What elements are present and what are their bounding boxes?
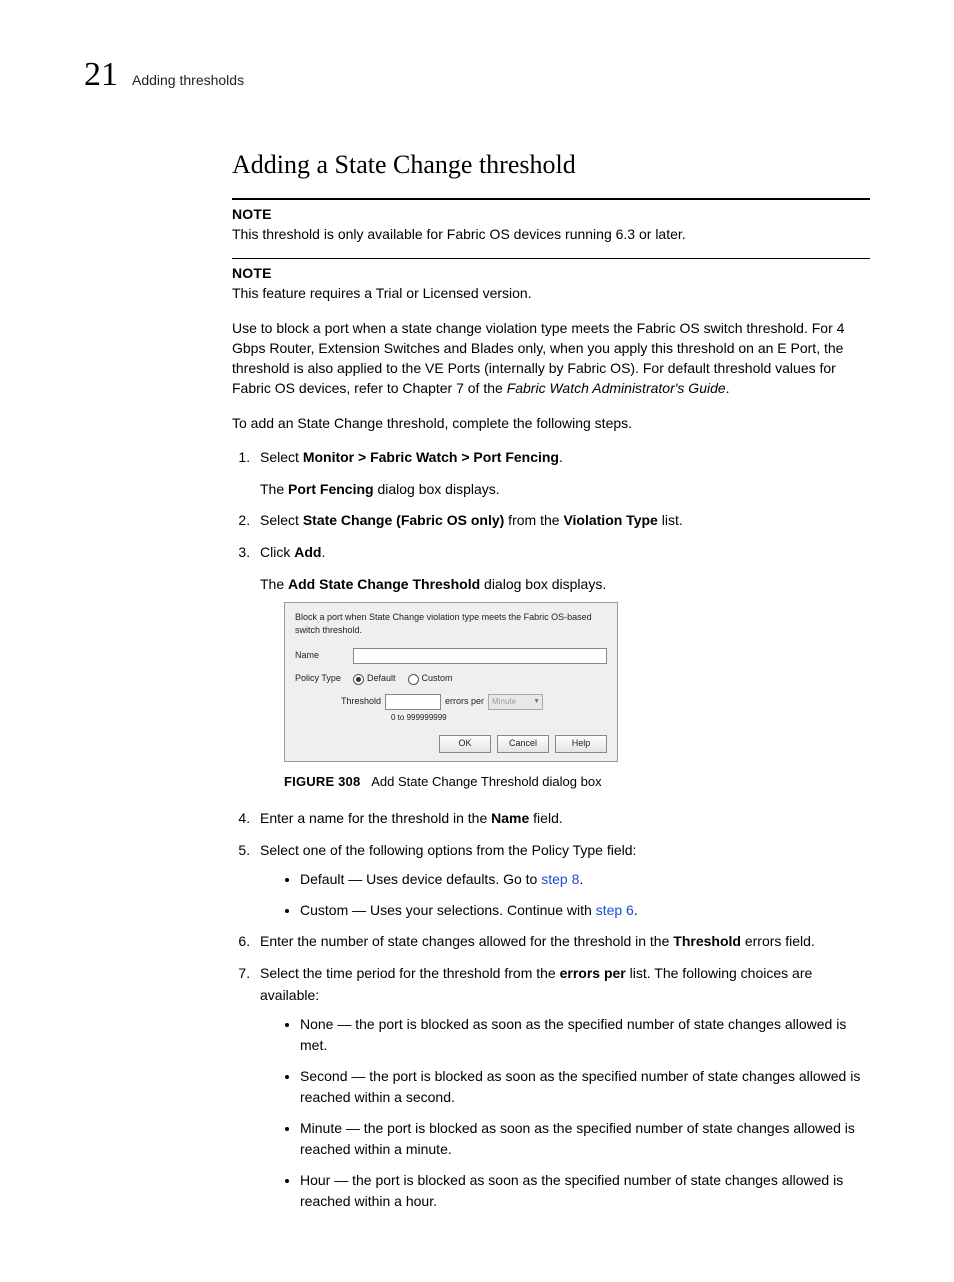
radio-off-icon [408,674,419,685]
policy-custom-radio[interactable]: Custom [408,672,453,686]
help-button[interactable]: Help [555,735,607,753]
steps-list: Select Monitor > Fabric Watch > Port Fen… [232,447,870,1212]
list-item: Second — the port is blocked as soon as … [300,1066,870,1108]
threshold-label: Threshold [341,695,381,709]
note-label: NOTE [232,265,870,281]
step-link[interactable]: step 8 [541,871,579,887]
step-5-options: Default — Uses device defaults. Go to st… [260,869,870,921]
note-rule [232,258,870,259]
section-heading: Adding a State Change threshold [232,150,870,180]
step-2: Select State Change (Fabric OS only) fro… [254,510,870,532]
name-label: Name [295,649,353,663]
list-item: Hour — the port is blocked as soon as th… [300,1170,870,1212]
chapter-number: 21 [84,56,118,94]
figure-caption-text: Add State Change Threshold dialog box [371,774,601,789]
list-item: None — the port is blocked as soon as th… [300,1014,870,1056]
list-item: Minute — the port is blocked as soon as … [300,1118,870,1160]
threshold-range-hint: 0 to 999999999 [391,712,607,724]
step-1: Select Monitor > Fabric Watch > Port Fen… [254,447,870,500]
intro-reference-title: Fabric Watch Administrator's Guide [507,380,726,396]
step-6: Enter the number of state changes allowe… [254,931,870,953]
figure-caption: FIGURE 308 Add State Change Threshold di… [284,772,870,792]
figure-308: Block a port when State Change violation… [284,602,870,762]
errors-per-label: errors per [445,695,484,709]
step-7: Select the time period for the threshold… [254,963,870,1212]
running-header: 21 Adding thresholds [84,56,870,94]
intro-paragraph: Use to block a port when a state change … [232,318,870,399]
radio-on-icon [353,674,364,685]
figure-label: FIGURE 308 [284,774,360,789]
lead-in: To add an State Change threshold, comple… [232,413,870,433]
step-4: Enter a name for the threshold in the Na… [254,808,870,830]
add-state-change-threshold-dialog: Block a port when State Change violation… [284,602,618,762]
running-title: Adding thresholds [132,72,244,88]
policy-type-label: Policy Type [295,672,353,686]
step-7-options: None — the port is blocked as soon as th… [260,1014,870,1212]
threshold-input[interactable] [385,694,441,710]
note-rule [232,198,870,200]
list-item: Custom — Uses your selections. Continue … [300,900,870,921]
list-item: Default — Uses device defaults. Go to st… [300,869,870,890]
note-text: This threshold is only available for Fab… [232,224,870,244]
dialog-description: Block a port when State Change violation… [295,611,607,639]
ok-button[interactable]: OK [439,735,491,753]
note-label: NOTE [232,206,870,222]
policy-default-radio[interactable]: Default [353,672,396,686]
step-link[interactable]: step 6 [596,902,634,918]
note-text: This feature requires a Trial or License… [232,283,870,303]
step-3-result: The Add State Change Threshold dialog bo… [260,574,870,596]
name-input[interactable] [353,648,607,664]
intro-tail: . [726,380,730,396]
chevron-down-icon: ▼ [533,697,540,708]
menu-path: Monitor > Fabric Watch > Port Fencing [303,449,559,465]
errors-per-select[interactable]: Minute ▼ [488,694,543,710]
cancel-button[interactable]: Cancel [497,735,549,753]
step-3: Click Add. The Add State Change Threshol… [254,542,870,792]
step-1-result: The Port Fencing dialog box displays. [260,479,870,501]
step-5: Select one of the following options from… [254,840,870,922]
